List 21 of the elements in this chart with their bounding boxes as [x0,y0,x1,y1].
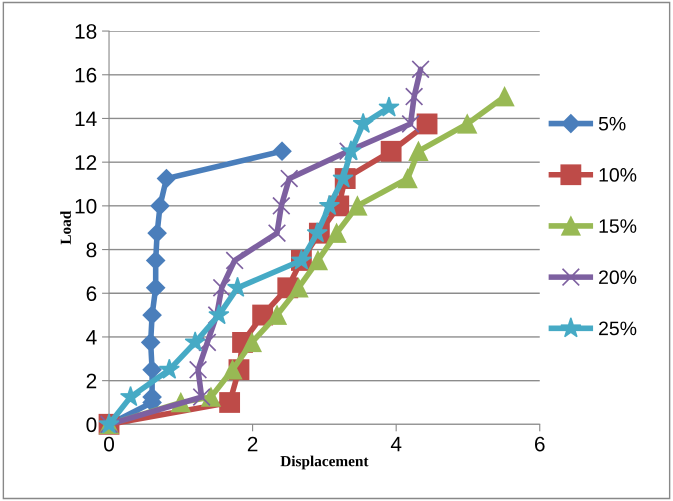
y-tick-label: 6 [86,286,96,302]
y-tick-label: 14 [76,112,97,126]
legend-label: 15% [600,219,636,233]
legend-label: 20% [599,270,636,284]
x-axis-title: Displacement [280,456,368,470]
legend-label: 5% [598,116,626,131]
y-tick-label: 4 [86,330,97,344]
x-tick-label: 2 [248,436,258,452]
y-axis-title: Load [60,210,71,244]
y-tick-label: 18 [76,24,96,39]
x-tick-label: 0 [104,436,114,452]
y-tick-label: 12 [76,155,96,170]
x-tick-label: 4 [390,436,402,452]
y-tick-label: 8 [86,242,96,258]
x-tick-label: 6 [535,436,545,452]
y-tick-label: 10 [76,198,96,214]
y-tick-label: 0 [86,417,96,432]
y-tick-label: 2 [86,374,96,388]
legend-label: 25% [599,322,636,336]
y-tick-label: 16 [76,68,96,83]
legend-label: 10% [600,168,636,182]
